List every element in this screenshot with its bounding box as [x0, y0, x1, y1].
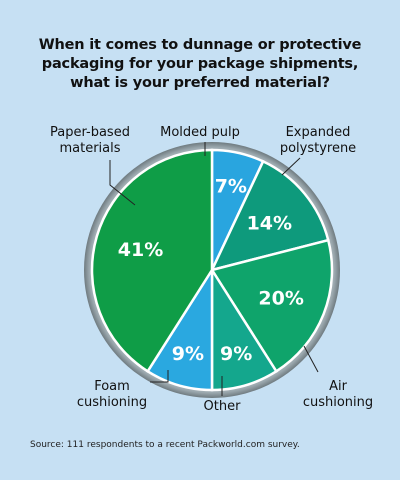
callout-other: Other — [204, 399, 242, 414]
chart-title: When it comes to dunnage or protective p… — [38, 37, 362, 91]
slice-value-label: 9% — [172, 343, 204, 365]
slice-value-label: 41% — [118, 239, 163, 261]
slice-value-label: 14% — [247, 213, 292, 235]
callout-molded: Molded pulp — [160, 125, 240, 140]
pie-slice-air-cushioning — [210, 238, 334, 374]
source-note: Source: 111 respondents to a recent Pack… — [30, 440, 300, 450]
callout-air: Air cushioning — [303, 379, 373, 410]
pie-slice-expanded-polystyrene — [209, 159, 330, 272]
slice-value-label: 20% — [258, 287, 303, 309]
slice-value-label: 7% — [215, 176, 247, 198]
callout-eps: Expanded polystyrene — [280, 125, 356, 156]
pie-slice-paper-based-materials — [90, 148, 214, 374]
slice-value-label: 9% — [220, 343, 252, 365]
callout-paper: Paper-based materials — [50, 125, 130, 156]
leader-line-paper — [109, 160, 136, 206]
leader-line-foam — [150, 370, 169, 383]
leader-line-eps — [281, 157, 301, 176]
leader-line-air — [303, 345, 319, 373]
callout-foam: Foam cushioning — [77, 379, 147, 410]
